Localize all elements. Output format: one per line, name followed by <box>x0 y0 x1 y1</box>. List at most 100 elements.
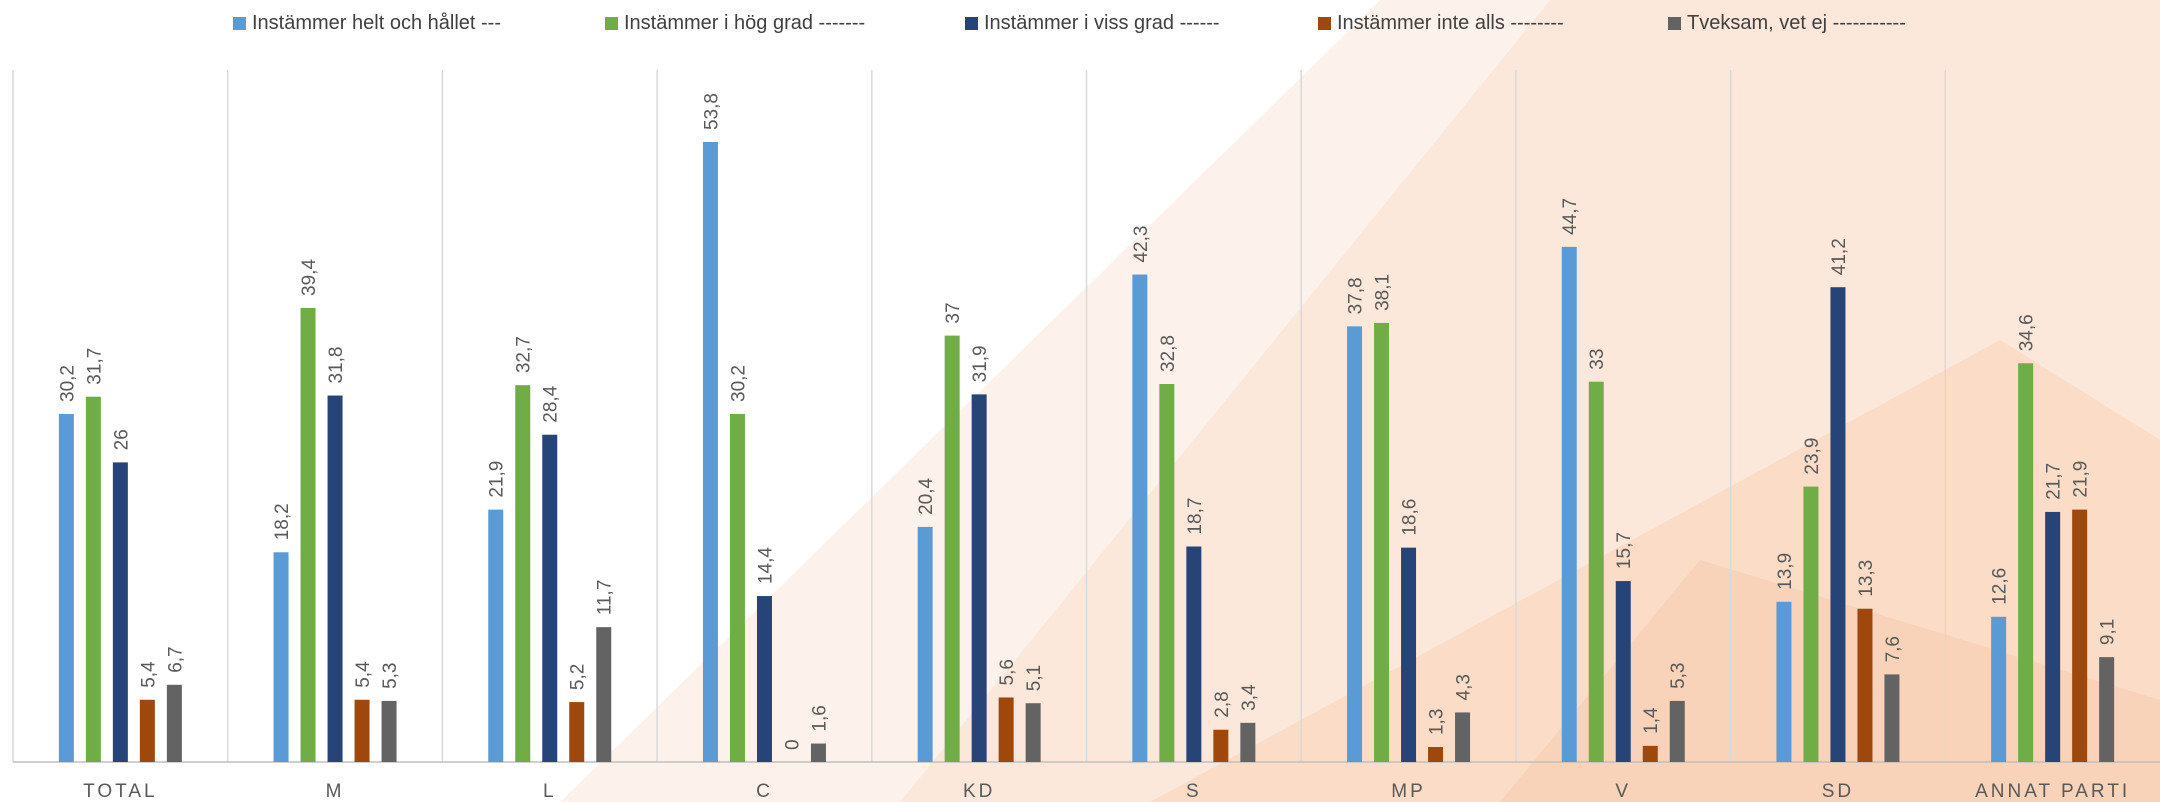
bar <box>1561 246 1577 763</box>
bar <box>2045 511 2061 762</box>
data-label: 42,3 <box>1131 226 1152 263</box>
bar <box>1401 547 1417 762</box>
data-label: 4,3 <box>1454 674 1475 700</box>
bar <box>1991 616 2007 762</box>
data-label: 3,4 <box>1239 684 1260 711</box>
legend-label: Instämmer helt och hållet --- <box>252 11 501 34</box>
data-label: 18,6 <box>1400 499 1421 536</box>
bar <box>58 413 74 762</box>
data-label: 32,7 <box>514 336 535 373</box>
data-label: 32,8 <box>1158 335 1179 372</box>
data-label: 31,7 <box>84 348 105 385</box>
data-label: 5,3 <box>380 663 401 689</box>
data-label: 13,3 <box>1856 560 1877 597</box>
legend-swatch <box>1668 16 1681 30</box>
data-label: 5,1 <box>1024 665 1045 691</box>
bar <box>2099 657 2115 762</box>
bar <box>542 434 558 762</box>
bar <box>1428 747 1444 762</box>
bar <box>273 552 289 762</box>
data-label: 37 <box>943 302 964 323</box>
bar <box>569 702 585 762</box>
bar <box>1213 729 1229 762</box>
data-label: 1,6 <box>809 705 830 731</box>
bar <box>354 699 370 762</box>
bar <box>1669 700 1685 762</box>
bar <box>1132 274 1148 762</box>
data-label: 18,7 <box>1185 498 1206 535</box>
data-label: 1,3 <box>1427 709 1448 735</box>
bar <box>1588 381 1604 762</box>
data-label: 33 <box>1587 349 1608 370</box>
bar <box>1455 712 1471 762</box>
data-label: 38,1 <box>1373 274 1394 311</box>
bar <box>729 413 745 762</box>
data-label: 7,6 <box>1883 636 1904 662</box>
data-label: 5,4 <box>353 661 374 688</box>
data-label: 30,2 <box>57 365 78 402</box>
bar <box>2018 363 2034 762</box>
data-label: 20,4 <box>916 477 937 514</box>
category-label: MP <box>1391 781 1426 802</box>
bar <box>1830 287 1846 762</box>
data-label: 0 <box>782 739 803 750</box>
bar <box>515 385 531 762</box>
category-label: KD <box>963 781 995 802</box>
legend-item: Instämmer helt och hållet --- <box>233 8 501 38</box>
data-label: 28,4 <box>541 385 562 422</box>
data-label: 5,2 <box>568 664 589 690</box>
legend-item: Instämmer i hög grad ------- <box>605 8 865 38</box>
bar <box>1186 546 1202 762</box>
legend-label: Tveksam, vet ej ----------- <box>1687 11 1906 34</box>
data-label: 15,7 <box>1614 532 1635 569</box>
bar <box>1025 703 1041 762</box>
data-label: 12,6 <box>1990 568 2011 605</box>
bar <box>1803 486 1819 762</box>
data-label: 21,7 <box>2044 463 2065 500</box>
data-label: 31,8 <box>326 347 347 384</box>
legend-swatch <box>965 16 978 30</box>
data-label: 21,9 <box>487 461 508 498</box>
data-label: 14,4 <box>755 547 776 584</box>
data-label: 41,2 <box>1829 238 1850 275</box>
bar <box>917 526 933 762</box>
bar <box>300 307 316 762</box>
bar <box>139 699 155 762</box>
legend-swatch <box>605 16 618 30</box>
category-label: TOTAL <box>83 781 157 802</box>
legend-swatch <box>1318 16 1331 30</box>
data-label: 5,3 <box>1668 663 1689 689</box>
data-label: 31,9 <box>970 345 991 382</box>
bar <box>1884 674 1900 762</box>
bar <box>381 700 397 762</box>
data-label: 5,4 <box>138 661 159 688</box>
bar <box>944 335 960 762</box>
legend-item: Instämmer inte alls -------- <box>1318 8 1564 38</box>
bar <box>1642 745 1658 762</box>
bar <box>112 462 128 762</box>
data-label: 18,2 <box>272 503 293 540</box>
data-label: 39,4 <box>299 259 320 296</box>
bar <box>971 394 987 762</box>
bar <box>1776 601 1792 762</box>
bar <box>998 697 1014 762</box>
data-label: 1,4 <box>1641 707 1662 734</box>
legend-label: Instämmer inte alls -------- <box>1337 11 1564 34</box>
category-label: SD <box>1822 781 1854 802</box>
data-label: 26 <box>111 429 132 450</box>
legend-swatch <box>233 16 246 30</box>
bar <box>810 743 826 762</box>
data-label: 2,8 <box>1212 691 1233 717</box>
category-label: L <box>543 781 557 802</box>
data-label: 9,1 <box>2098 619 2119 645</box>
bar <box>756 596 772 762</box>
category-label: M <box>326 781 345 802</box>
category-label: S <box>1186 781 1202 802</box>
data-label: 34,6 <box>2017 314 2038 351</box>
bar <box>85 396 101 762</box>
bar <box>1240 722 1256 762</box>
bar <box>1159 384 1175 762</box>
legend-item: Tveksam, vet ej ----------- <box>1668 8 1906 38</box>
